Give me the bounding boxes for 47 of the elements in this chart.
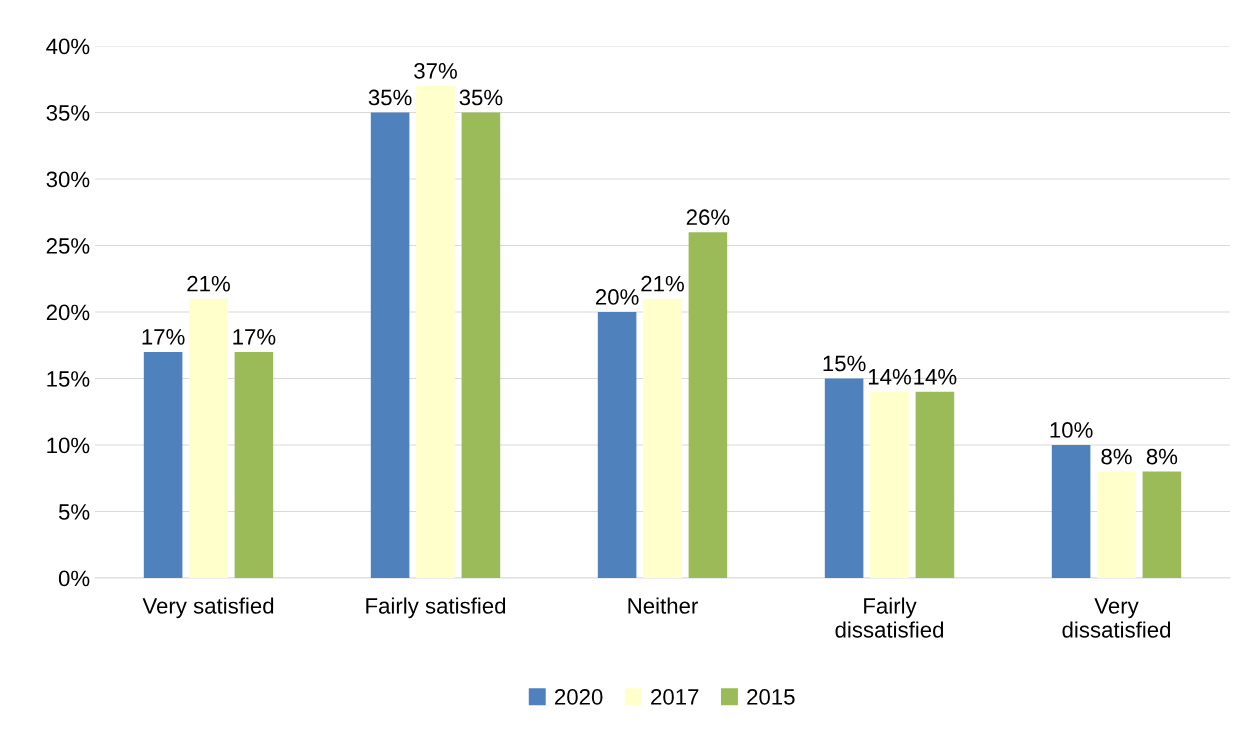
bar bbox=[234, 351, 274, 578]
bar bbox=[1097, 471, 1136, 578]
data-label: 14% bbox=[914, 368, 957, 385]
data-label: 17% bbox=[233, 329, 276, 345]
bar bbox=[870, 391, 909, 578]
data-label: 10% bbox=[1050, 422, 1093, 438]
bar bbox=[189, 298, 228, 578]
legend-label: 2017 bbox=[651, 689, 699, 705]
legend-label: 2020 bbox=[555, 689, 603, 705]
legend-label: 2015 bbox=[747, 689, 795, 705]
data-label: 21% bbox=[187, 275, 230, 292]
x-tick-label: Very dissatisfied bbox=[1062, 598, 1171, 638]
y-tick-label: 35% bbox=[46, 105, 90, 121]
data-label: 15% bbox=[823, 355, 866, 372]
bar bbox=[688, 232, 728, 578]
y-tick-label: 15% bbox=[47, 371, 90, 387]
y-tick-label: 30% bbox=[46, 171, 90, 188]
y-tick-label: 0% bbox=[58, 570, 90, 587]
bar bbox=[370, 112, 410, 578]
data-label: 8% bbox=[1146, 448, 1178, 465]
x-tick-label: Neither bbox=[628, 597, 698, 614]
y-tick-label: 25% bbox=[46, 238, 90, 254]
bar bbox=[643, 298, 682, 578]
x-tick-label: Fairly dissatisfied bbox=[835, 597, 944, 638]
data-label: 35% bbox=[368, 89, 412, 106]
y-tick-label: 40% bbox=[46, 38, 90, 55]
x-tick-label: Very satisfied bbox=[142, 597, 274, 619]
data-label: 20% bbox=[595, 289, 639, 305]
bar bbox=[416, 85, 455, 578]
y-tick-label: 20% bbox=[46, 304, 90, 321]
data-label: 37% bbox=[414, 62, 457, 79]
bar bbox=[1051, 445, 1091, 578]
bar bbox=[143, 351, 183, 578]
data-label: 14% bbox=[868, 368, 911, 385]
bar bbox=[824, 378, 864, 578]
y-tick-label: 5% bbox=[58, 504, 90, 520]
data-label: 35% bbox=[459, 89, 503, 106]
bar bbox=[915, 391, 955, 578]
x-tick-label: Fairly satisfied bbox=[366, 597, 506, 619]
bar bbox=[1142, 471, 1182, 578]
bar bbox=[597, 312, 637, 578]
data-label: 21% bbox=[641, 275, 684, 292]
data-label: 26% bbox=[686, 209, 730, 226]
data-label: 8% bbox=[1101, 448, 1132, 465]
data-label: 17% bbox=[142, 329, 185, 345]
y-tick-label: 10% bbox=[47, 437, 90, 454]
bar bbox=[461, 112, 501, 578]
